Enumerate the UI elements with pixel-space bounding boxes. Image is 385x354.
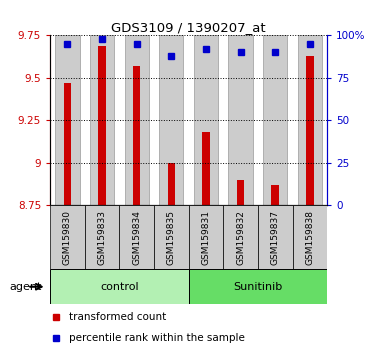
Text: GSM159830: GSM159830 — [63, 210, 72, 265]
Bar — [298, 35, 322, 205]
Bar — [223, 205, 258, 269]
Bar — [306, 56, 314, 205]
Text: percentile rank within the sample: percentile rank within the sample — [69, 332, 245, 343]
Bar — [133, 66, 141, 205]
Bar — [189, 269, 327, 304]
Bar — [55, 35, 79, 205]
Text: Sunitinib: Sunitinib — [233, 282, 283, 292]
Text: agent: agent — [9, 282, 41, 292]
Bar — [98, 46, 106, 205]
Text: GSM159837: GSM159837 — [271, 210, 280, 265]
Bar — [154, 205, 189, 269]
Bar — [189, 205, 223, 269]
Bar — [293, 205, 327, 269]
Bar — [229, 35, 253, 205]
Bar — [119, 205, 154, 269]
Text: GSM159831: GSM159831 — [201, 210, 211, 265]
Text: GSM159835: GSM159835 — [167, 210, 176, 265]
Bar — [258, 205, 293, 269]
Bar — [50, 269, 189, 304]
Bar — [50, 205, 85, 269]
Bar — [194, 35, 218, 205]
Text: control: control — [100, 282, 139, 292]
Text: GSM159834: GSM159834 — [132, 210, 141, 265]
Bar — [271, 185, 279, 205]
Bar — [237, 180, 244, 205]
Bar — [263, 35, 287, 205]
Bar — [159, 35, 183, 205]
Bar — [167, 163, 175, 205]
Text: GSM159838: GSM159838 — [305, 210, 315, 265]
Text: GSM159833: GSM159833 — [97, 210, 107, 265]
Bar — [202, 132, 210, 205]
Title: GDS3109 / 1390207_at: GDS3109 / 1390207_at — [111, 21, 266, 34]
Text: GSM159832: GSM159832 — [236, 210, 245, 265]
Bar — [124, 35, 149, 205]
Bar — [64, 83, 71, 205]
Text: transformed count: transformed count — [69, 312, 167, 322]
Bar — [85, 205, 119, 269]
Bar — [90, 35, 114, 205]
